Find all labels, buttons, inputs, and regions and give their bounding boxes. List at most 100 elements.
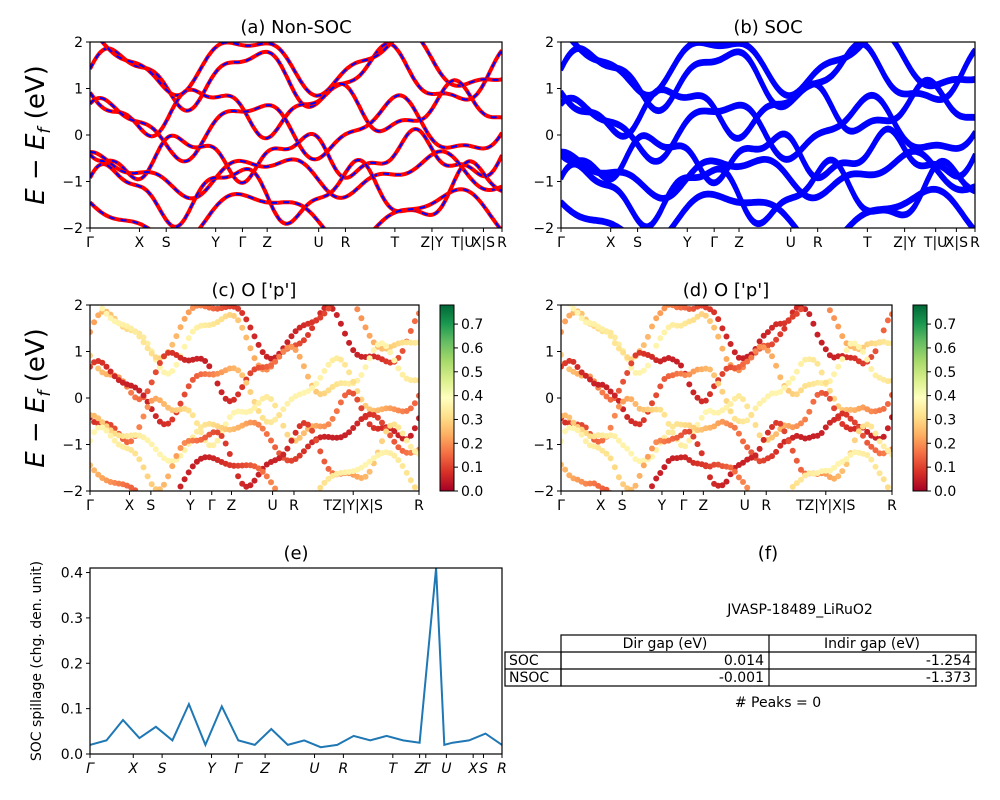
band-point: [263, 431, 270, 437]
x-tick-label: R: [497, 761, 507, 777]
band-point: [280, 422, 287, 429]
band-point: [181, 391, 188, 398]
band-point: [99, 419, 106, 426]
band-point: [835, 363, 842, 370]
band-point: [723, 333, 730, 340]
band-point: [561, 461, 564, 468]
band-point: [276, 353, 283, 360]
band-point: [136, 387, 143, 394]
band-point: [222, 440, 229, 447]
band-lines: [561, 42, 975, 228]
band-line-dashed: [90, 127, 502, 184]
band-point: [628, 360, 635, 367]
band-point: [128, 389, 135, 396]
x-tick-label: U: [786, 235, 796, 251]
band-point: [753, 499, 759, 505]
spillage-series: [90, 568, 502, 749]
band-point: [868, 423, 875, 430]
band-point: [325, 361, 332, 368]
band-point: [366, 332, 373, 339]
y-tick-label: 0.3: [61, 611, 83, 627]
band-point: [843, 411, 850, 418]
y-tick-label: 2: [74, 35, 83, 51]
band-point: [711, 423, 718, 430]
band-point: [715, 380, 722, 387]
band-point: [839, 356, 846, 363]
colorbar-tick-label: 0.1: [934, 460, 956, 476]
band-point: [161, 353, 167, 360]
colorbar-tick-label: 0.1: [461, 460, 483, 476]
band-point: [785, 317, 792, 324]
x-tick-label: T: [421, 761, 431, 777]
band-point: [317, 423, 324, 430]
panel-d-title: (d) O ['p']: [683, 280, 769, 301]
band-point: [210, 442, 217, 449]
colorbar-tick-label: 0.2: [934, 436, 956, 452]
band-point: [864, 439, 871, 446]
x-tick-label: T|U: [450, 235, 475, 251]
band-point: [889, 392, 892, 398]
band-point: [760, 344, 767, 351]
band-point: [148, 481, 155, 488]
band-point: [185, 335, 192, 342]
band-point: [165, 349, 172, 356]
band-point: [317, 448, 324, 455]
band-point: [640, 367, 647, 374]
band-point: [785, 387, 792, 394]
band-point: [740, 479, 746, 485]
x-tick-label: Γ: [710, 235, 718, 251]
band-point: [202, 358, 209, 364]
band-point: [325, 387, 332, 394]
band-point: [379, 438, 385, 445]
band-point: [305, 332, 311, 338]
band-point: [669, 455, 676, 462]
colorbar-tick-label: 0.3: [934, 412, 956, 428]
band-point: [624, 370, 631, 376]
band-point: [649, 483, 655, 490]
x-tick-label: X|S: [472, 235, 495, 251]
band-point: [740, 438, 746, 445]
band-point: [702, 312, 709, 319]
x-tick-label: R: [761, 498, 771, 514]
band-point: [595, 381, 602, 388]
band-point: [562, 466, 569, 473]
band-point: [578, 315, 585, 322]
band-point: [806, 311, 813, 318]
band-point: [243, 316, 250, 323]
x-tick-label: S: [633, 235, 642, 251]
band-point: [202, 454, 209, 461]
band-point: [793, 480, 800, 487]
band-point: [773, 431, 780, 438]
band-point: [644, 333, 651, 340]
band-point: [884, 484, 891, 491]
band-point: [251, 477, 258, 484]
band-point: [346, 369, 353, 376]
band-point: [628, 364, 635, 371]
band-point: [350, 347, 357, 354]
band-point: [868, 456, 875, 463]
x-tick-label: Γ: [557, 498, 565, 514]
band-point: [411, 400, 418, 407]
band-point: [711, 309, 718, 316]
panel-b-title: (b) SOC: [733, 17, 802, 38]
band-point: [247, 370, 254, 377]
band-point: [727, 464, 734, 471]
table-cell: -0.001: [719, 670, 764, 686]
panel-f-title: (f): [758, 543, 778, 564]
band-point: [325, 421, 332, 428]
panel-e-title: (e): [283, 543, 308, 564]
band-line: [99, 42, 502, 98]
band-point: [611, 412, 618, 419]
band-point: [136, 456, 143, 463]
x-tick-label: X|S: [945, 235, 968, 251]
band-point: [185, 309, 192, 316]
band-point: [686, 428, 693, 435]
band-point: [136, 333, 143, 340]
band-point: [90, 462, 93, 469]
band-point: [226, 451, 233, 457]
band-point: [561, 351, 564, 358]
x-tick-label: T: [862, 235, 872, 251]
x-tick-label: T: [390, 235, 400, 251]
band-point: [823, 299, 829, 305]
